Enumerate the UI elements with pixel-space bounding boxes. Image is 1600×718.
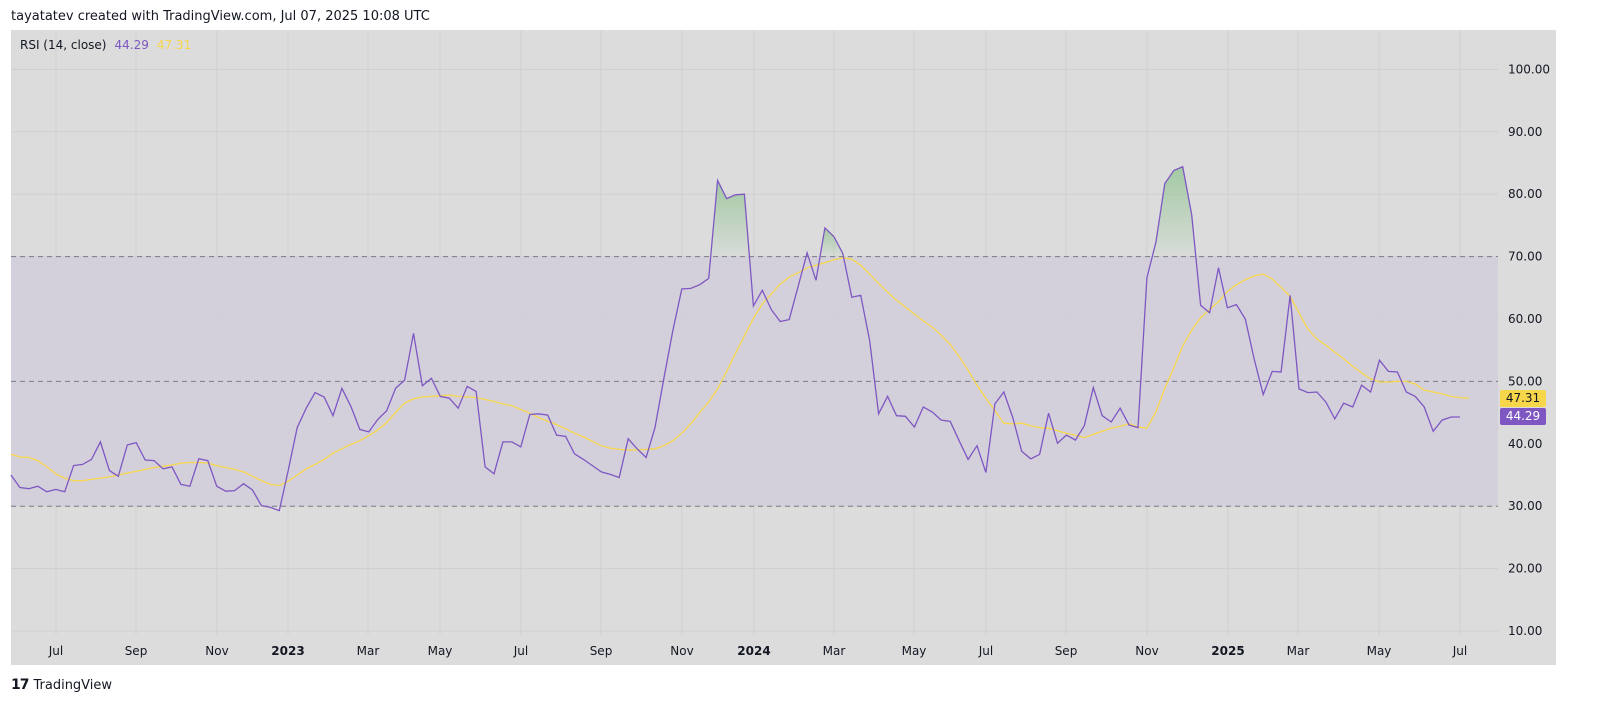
x-tick-label: Jul [48,644,63,658]
x-tick-label: 2023 [271,644,304,658]
x-tick-label: Sep [590,644,613,658]
y-tick-label: 40.00 [1508,437,1542,451]
x-tick-label: Jul [1452,644,1467,658]
footer-brand[interactable]: 17 TradingView [11,677,112,693]
x-tick-label: Sep [1055,644,1078,658]
ma-line [10,257,1469,487]
x-tick-label: 2024 [737,644,770,658]
x-tick-label: Mar [1287,644,1310,658]
time-axis[interactable]: Jul Sep Nov 2023 Mar May Jul Sep Nov 2024 Mar May Ju… [48,644,1467,658]
attribution-text: tayatatev created with TradingView.com, … [11,9,430,24]
x-tick-label: Jul [978,644,993,658]
x-tick-label: Nov [1135,644,1158,658]
x-tick-label: Sep [125,644,148,658]
price-axis[interactable]: 100.00 90.00 80.00 70.00 60.00 50.00 40.00 30.0… [1508,62,1550,638]
y-tick-label: 30.00 [1508,499,1542,513]
ma-value: 47.31 [156,38,192,52]
y-tick-label: 80.00 [1508,187,1542,201]
x-tick-label: Nov [205,644,228,658]
overbought-fills [710,166,1196,257]
y-tick-label: 50.00 [1508,374,1542,388]
x-tick-label: May [1367,644,1392,658]
rsi-price-tag: 44.29 [1500,408,1546,425]
y-tick-label: 70.00 [1508,250,1542,264]
x-tick-label: Jul [513,644,528,658]
y-tick-label: 10.00 [1508,624,1542,638]
x-tick-label: May [902,644,927,658]
x-tick-label: May [428,644,453,658]
rsi-value: 44.29 [114,38,149,52]
indicator-legend[interactable]: RSI (14, close) 44.29 47.31 [20,38,191,52]
band-lines [11,256,1498,507]
y-tick-label: 60.00 [1508,312,1542,326]
y-tick-label: 90.00 [1508,125,1542,139]
ma-price-tag: 47.31 [1500,390,1546,407]
rsi-line [10,165,1460,512]
x-tick-label: 2025 [1211,644,1244,658]
indicator-name: RSI (14, close) [20,38,107,52]
y-tick-label: 20.00 [1508,562,1542,576]
x-tick-label: Nov [670,644,693,658]
tradingview-logo-icon: 17 [11,677,30,693]
y-tick-label: 100.00 [1508,62,1550,76]
x-tick-label: Mar [823,644,846,658]
x-tick-label: Mar [357,644,380,658]
brand-name: TradingView [33,677,113,693]
